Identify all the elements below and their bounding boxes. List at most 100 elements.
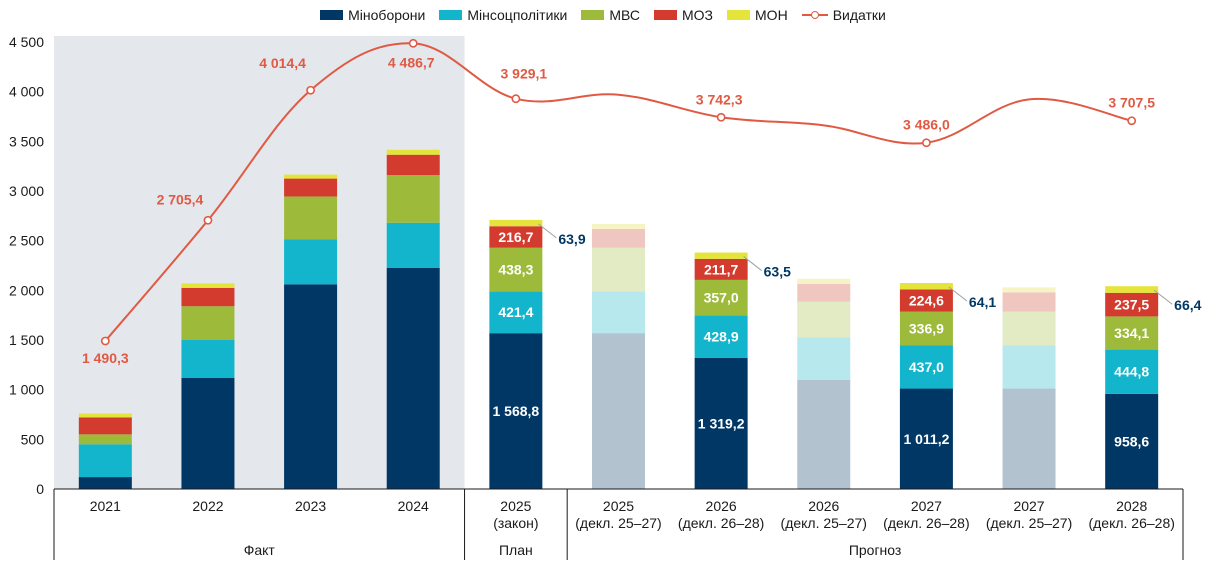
- y-tick-label: 3 500: [9, 133, 44, 149]
- expenditure-label: 4 486,7: [388, 54, 435, 70]
- expenditure-label: 3 707,5: [1108, 95, 1155, 111]
- bar-segment: [592, 247, 645, 292]
- bar-segment: [1105, 393, 1159, 489]
- bar-data-label: 336,9: [909, 320, 944, 336]
- expenditure-point: [100, 336, 110, 346]
- legend-swatch-vydatky: [801, 9, 828, 21]
- expenditure-point: [716, 112, 726, 122]
- x-tick-label: 2025: [603, 498, 634, 514]
- y-tick-label: 1 000: [9, 382, 44, 398]
- bar-segment: [899, 345, 953, 389]
- bar-segment: [78, 413, 132, 418]
- x-tick-label: 2028: [1116, 498, 1147, 514]
- bar-data-label: 357,0: [704, 290, 739, 306]
- legend-swatch-minsotspolityky: [439, 10, 463, 20]
- bar-segment: [1105, 292, 1159, 317]
- bar-segment: [1105, 286, 1159, 293]
- legend-item-moz: МОЗ: [654, 7, 713, 23]
- bar-data-label: 224,6: [909, 293, 944, 309]
- x-tick-sublabel: (декл. 26–28): [678, 515, 764, 531]
- legend-label-mon: МОН: [755, 7, 788, 23]
- expenditure-point: [203, 215, 213, 225]
- x-tick-sublabel: (декл. 26–28): [1088, 515, 1174, 531]
- bar-segment: [694, 315, 748, 358]
- chart-legend: Міноборони Мінсоцполітики МВС МОЗ МОН Ви…: [0, 4, 1206, 26]
- legend-swatch-mvs: [581, 10, 605, 20]
- legend-item-minoborony: Міноборони: [320, 7, 425, 23]
- data-label-leader: [948, 286, 968, 302]
- y-tick-label: 2 000: [9, 282, 44, 298]
- bar-data-label: 1 568,8: [493, 403, 540, 419]
- bar-segment: [386, 222, 440, 268]
- bar-segment: [489, 226, 543, 248]
- expenditure-label: 3 486,0: [903, 117, 950, 133]
- expenditure-label: 4 014,4: [259, 55, 306, 71]
- legend-item-minsotspolityky: Мінсоцполітики: [439, 7, 567, 23]
- bar-segment: [489, 291, 543, 334]
- data-label-leader: [743, 256, 762, 271]
- y-tick-label: 4 500: [9, 34, 44, 50]
- bar-segment: [181, 306, 235, 340]
- bar-segment: [592, 291, 645, 334]
- legend-label-moz: МОЗ: [682, 7, 714, 23]
- bar-segment: [797, 301, 851, 338]
- bar-segment: [1002, 292, 1056, 312]
- x-tick-sublabel: (декл. 25–27): [986, 515, 1072, 531]
- bar-segment: [1002, 311, 1056, 346]
- expenditure-label: 3 742,3: [696, 91, 743, 107]
- expenditure-line: [104, 42, 1132, 342]
- legend-item-mon: МОН: [727, 7, 788, 23]
- bar-segment: [1105, 349, 1159, 394]
- bar-segment: [181, 283, 235, 288]
- bar-segment: [1002, 287, 1056, 293]
- bar-data-label: 211,7: [704, 261, 738, 277]
- expenditure-point: [408, 38, 418, 48]
- bar-segment: [694, 357, 748, 489]
- legend-item-mvs: МВС: [581, 7, 640, 23]
- bar-segment: [181, 377, 235, 489]
- bar-segment: [797, 278, 851, 284]
- bar-segment: [1002, 345, 1056, 389]
- expenditure-label: 1 490,3: [82, 350, 129, 366]
- expenditure-point: [1127, 116, 1137, 126]
- x-tick-label: 2027: [1013, 498, 1044, 514]
- bar-segment: [694, 279, 748, 316]
- bar-segment: [899, 283, 953, 290]
- y-tick-label: 500: [21, 431, 45, 447]
- bar-segment: [899, 311, 953, 346]
- legend-label-vydatky: Видатки: [832, 7, 886, 23]
- bar-segment: [797, 337, 851, 380]
- bar-segment: [181, 287, 235, 307]
- x-tick-sublabel: (закон): [493, 515, 538, 531]
- bar-segment: [78, 444, 132, 478]
- bar-data-label: 237,5: [1114, 297, 1149, 313]
- bar-segment: [386, 267, 440, 489]
- y-tick-label: 3 000: [9, 183, 44, 199]
- bar-segment: [694, 252, 748, 259]
- legend-swatch-moz: [654, 10, 677, 20]
- bar-segment: [489, 247, 543, 292]
- bar-segment: [489, 219, 543, 227]
- group-label: Факт: [244, 542, 276, 558]
- legend-swatch-minoborony: [320, 10, 344, 20]
- bar-segment: [386, 175, 440, 223]
- x-tick-label: 2027: [911, 498, 942, 514]
- data-label-leader: [1153, 289, 1173, 305]
- bar-data-label: 216,7: [498, 229, 533, 245]
- bar-data-label: 66,4: [1174, 297, 1201, 313]
- group-label: План: [499, 542, 533, 558]
- bar-segment: [284, 178, 338, 197]
- bar-data-label: 63,9: [558, 231, 585, 247]
- x-tick-label: 2026: [706, 498, 737, 514]
- bar-segment: [284, 284, 338, 489]
- x-tick-sublabel: (декл. 25–27): [781, 515, 867, 531]
- legend-item-vydatky: Видатки: [801, 7, 886, 23]
- legend-swatch-mon: [727, 10, 751, 20]
- bar-segment: [386, 154, 440, 176]
- y-tick-label: 1 500: [9, 332, 44, 348]
- expenditure-label: 3 929,1: [501, 66, 548, 82]
- legend-label-minsotspolityky: Мінсоцполітики: [467, 7, 568, 23]
- bar-data-label: 63,5: [764, 264, 791, 280]
- bar-segment: [592, 333, 645, 489]
- x-tick-label: 2026: [808, 498, 839, 514]
